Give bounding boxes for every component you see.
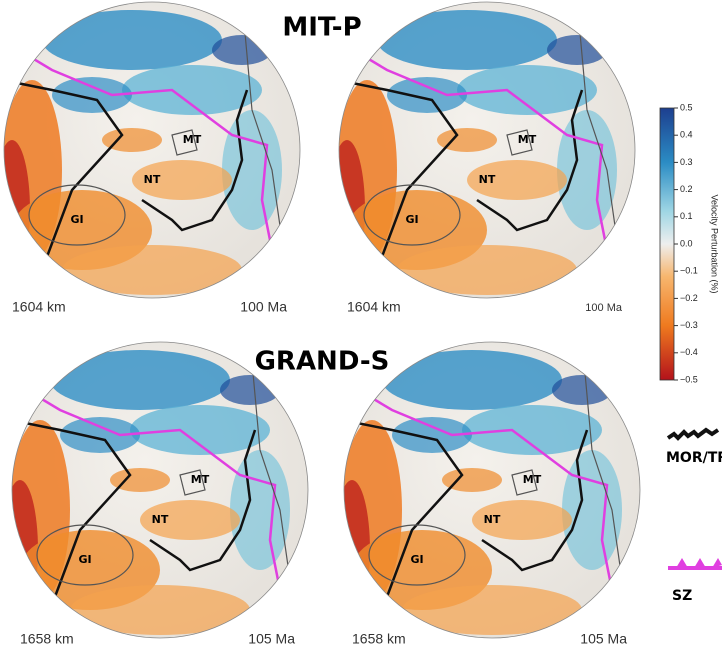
legend-symbol bbox=[668, 430, 718, 438]
region-label: MT bbox=[191, 473, 210, 486]
region-label: NT bbox=[484, 513, 501, 526]
tick-label: 0.4 bbox=[680, 130, 693, 140]
tick-label: 0.0 bbox=[680, 238, 693, 248]
tick-label: 0.2 bbox=[680, 184, 693, 194]
row-title: GRAND-S bbox=[255, 347, 390, 377]
legend-label: MOR/TR bbox=[666, 450, 722, 466]
depth-label: 1658 km bbox=[20, 631, 74, 647]
legend-symbol bbox=[676, 558, 722, 568]
legend-label: SZ bbox=[672, 588, 692, 604]
age-label: 100 Ma bbox=[240, 299, 287, 315]
tick-label: −0.2 bbox=[680, 293, 698, 303]
age-label: 105 Ma bbox=[580, 631, 627, 647]
region-label: NT bbox=[152, 513, 169, 526]
tick-label: 0.3 bbox=[680, 157, 693, 167]
globe bbox=[0, 0, 302, 300]
depth-label: 1604 km bbox=[347, 299, 401, 315]
age-label: 105 Ma bbox=[248, 631, 295, 647]
depth-label: 1604 km bbox=[12, 299, 66, 315]
tick-label: −0.4 bbox=[680, 347, 698, 357]
colorbar-label: Velocity Perturbation (%) bbox=[710, 194, 720, 293]
tick-label: −0.3 bbox=[680, 320, 698, 330]
region-label: GI bbox=[405, 213, 418, 226]
colorbar bbox=[660, 108, 674, 380]
region-label: NT bbox=[479, 173, 496, 186]
region-label: MT bbox=[518, 133, 537, 146]
tick-label: 0.5 bbox=[680, 102, 693, 112]
globe bbox=[334, 340, 642, 640]
region-label: MT bbox=[183, 133, 202, 146]
region-label: GI bbox=[410, 553, 423, 566]
region-label: GI bbox=[78, 553, 91, 566]
row-title: MIT-P bbox=[282, 13, 361, 43]
globes: MT NT GI 1604 km 100 Ma MT NT GI 1604 km 100 Ma MT… bbox=[0, 0, 642, 647]
figure: MT NT GI 1604 km 100 Ma MT NT GI 1604 km 100 Ma MT… bbox=[0, 0, 722, 649]
tick-label: −0.5 bbox=[680, 374, 698, 384]
age-label: 100 Ma bbox=[585, 302, 623, 314]
tick-label: 0.1 bbox=[680, 211, 693, 221]
region-label: GI bbox=[70, 213, 83, 226]
globe bbox=[2, 340, 310, 640]
depth-label: 1658 km bbox=[352, 631, 406, 647]
globe bbox=[329, 0, 637, 300]
tick-label: −0.1 bbox=[680, 266, 698, 276]
region-label: MT bbox=[523, 473, 542, 486]
region-label: NT bbox=[144, 173, 161, 186]
